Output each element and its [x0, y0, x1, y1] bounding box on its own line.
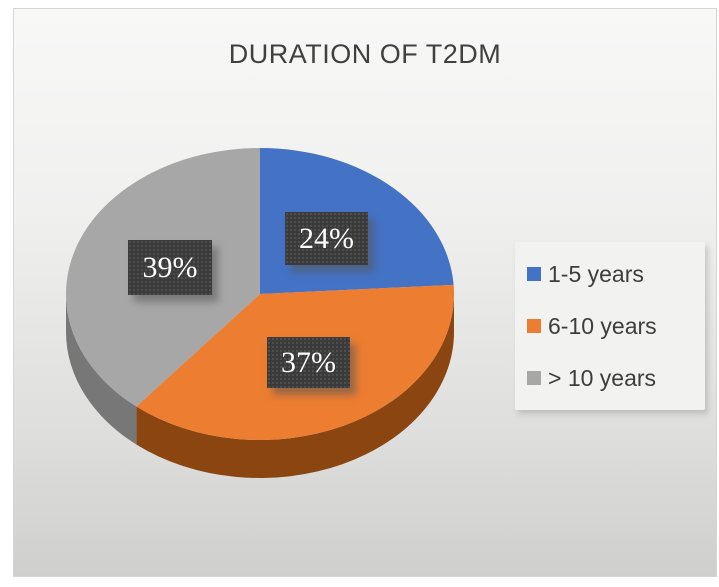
legend-swatch-icon [527, 267, 541, 281]
data-label-6-10-years: 37% [267, 337, 350, 388]
data-label-1-5-years: 24% [285, 212, 368, 265]
legend-item-1-5-years: 1-5 years [527, 261, 705, 288]
legend: 1-5 years 6-10 years > 10 years [515, 242, 705, 410]
legend-item-label: 6-10 years [548, 312, 657, 339]
legend-item-label: 1-5 years [548, 260, 644, 287]
chart-title: DURATION OF T2DM [228, 39, 502, 69]
data-label-value: 37% [281, 345, 336, 379]
legend-item-label: > 10 years [548, 364, 657, 391]
data-label-gt-10-years: 39% [128, 240, 212, 295]
data-label-value: 39% [142, 250, 198, 284]
pie-slice-6-10-years-side [136, 294, 454, 478]
pie-slice-10-years-side [66, 294, 137, 445]
legend-swatch-icon [527, 371, 541, 385]
legend-item-gt-10-years: > 10 years [527, 365, 705, 392]
legend-item-6-10-years: 6-10 years [527, 313, 705, 340]
data-label-value: 24% [299, 221, 354, 255]
legend-swatch-icon [527, 319, 541, 333]
